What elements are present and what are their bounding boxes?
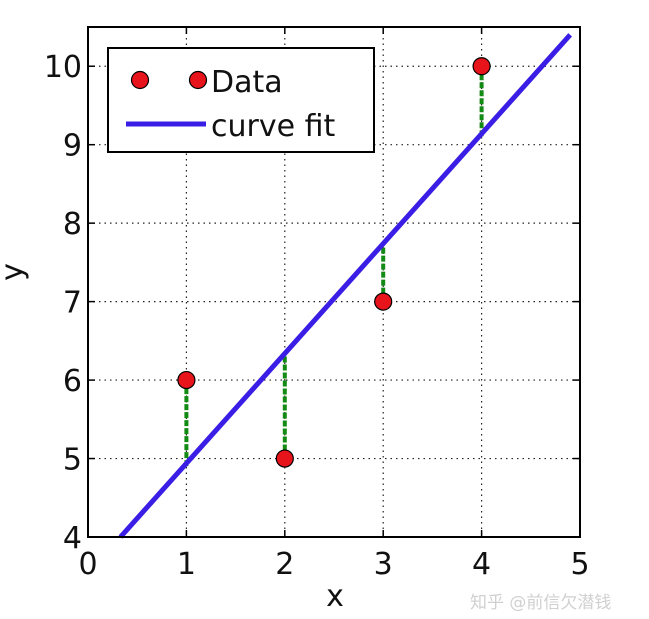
x-tick-labels: 0 1 2 3 4 5 — [78, 547, 589, 582]
x-axis-label: x — [326, 579, 344, 614]
y-tick-label: 6 — [63, 364, 82, 399]
curve-fit-line-group — [118, 33, 573, 539]
legend-data-marker-right — [188, 70, 208, 90]
y-tick-labels: 4 5 6 7 8 9 10 — [44, 50, 82, 556]
y-tick-label: 4 — [63, 521, 82, 556]
axis-ticks — [87, 27, 581, 538]
legend-label-curve-fit: curve fit — [211, 109, 335, 144]
x-tick-label: 2 — [275, 547, 294, 582]
x-tick-label: 1 — [177, 547, 196, 582]
watermark: 知乎 @前信欠潜钱 — [470, 593, 611, 613]
plot-frame — [87, 26, 581, 538]
y-tick-label: 7 — [63, 286, 82, 321]
y-tick-label: 10 — [44, 50, 82, 85]
y-axis-label: y — [0, 263, 30, 281]
y-tick-label: 9 — [63, 129, 82, 164]
y-tick-label: 8 — [63, 207, 82, 242]
y-tick-label: 5 — [63, 443, 82, 478]
data-points — [177, 57, 491, 468]
data-point — [472, 57, 491, 76]
x-tick-label: 3 — [374, 547, 393, 582]
legend-box — [107, 47, 375, 153]
legend-label-data: Data — [211, 65, 283, 100]
data-point — [275, 449, 294, 468]
x-tick-label: 5 — [570, 547, 589, 582]
curve-fit-line — [118, 33, 573, 539]
x-tick-label: 0 — [78, 547, 97, 582]
legend: Data curve fit — [107, 47, 375, 153]
data-point — [374, 292, 393, 311]
data-point — [177, 370, 196, 390]
x-tick-label: 4 — [472, 547, 491, 582]
residual-lines — [184, 66, 484, 467]
legend-data-marker-left — [130, 70, 150, 90]
